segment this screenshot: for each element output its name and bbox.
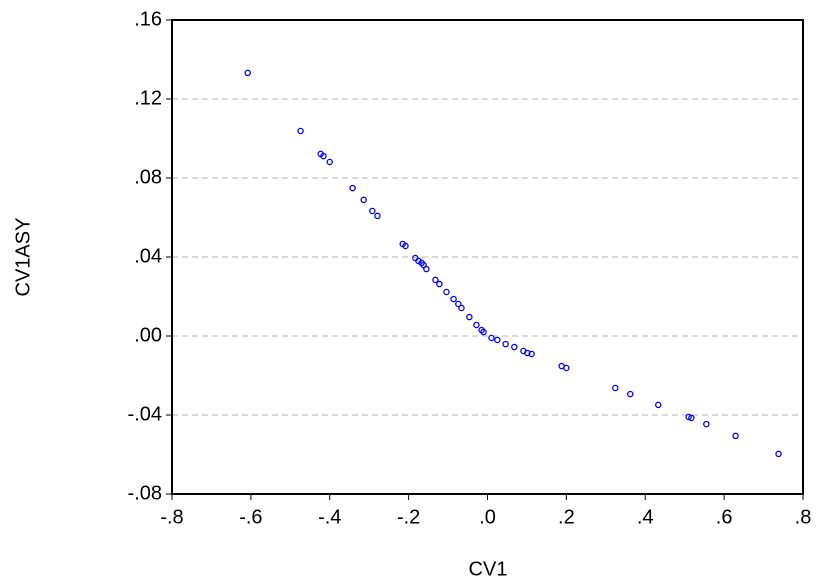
y-tick-label: .00 <box>134 324 162 346</box>
point <box>494 336 501 344</box>
x-axis-title: CV1 <box>469 558 508 580</box>
x-tick-label: -.4 <box>318 506 341 528</box>
point <box>432 276 439 284</box>
point <box>402 242 409 250</box>
y-tick-label: -.04 <box>128 403 162 425</box>
point <box>349 184 356 192</box>
point <box>524 349 531 357</box>
plot-frame <box>171 19 804 495</box>
x-tick-label: -.2 <box>397 506 420 528</box>
point <box>423 265 430 273</box>
y-tick-label: .04 <box>134 245 162 267</box>
point <box>488 334 495 342</box>
x-tick-label: -.8 <box>160 506 183 528</box>
point <box>369 207 376 215</box>
x-tick-label: -.6 <box>239 506 262 528</box>
point <box>703 420 710 428</box>
point <box>732 432 739 440</box>
y-tick-label: .08 <box>134 166 162 188</box>
point <box>455 300 462 308</box>
x-tick-label: .4 <box>637 506 654 528</box>
point <box>326 158 333 166</box>
point <box>480 328 487 336</box>
y-tick-label: .16 <box>134 8 162 30</box>
y-axis-title: CV1ASY <box>12 218 34 297</box>
x-tick-label: .6 <box>716 506 733 528</box>
point <box>374 212 381 220</box>
y-tick-label: .12 <box>134 87 162 109</box>
y-tick-label: -.08 <box>128 482 162 504</box>
point <box>775 450 782 458</box>
point <box>466 313 473 321</box>
point <box>563 364 570 372</box>
point <box>297 127 304 135</box>
point <box>320 152 327 160</box>
point <box>360 196 367 204</box>
x-tick-label: .0 <box>479 506 496 528</box>
point <box>655 401 662 409</box>
point <box>612 384 619 392</box>
point <box>627 390 634 398</box>
point <box>436 280 443 288</box>
point <box>511 343 518 351</box>
point <box>244 69 251 77</box>
point <box>502 340 509 348</box>
point <box>443 288 450 296</box>
x-tick-label: .2 <box>558 506 575 528</box>
point <box>458 304 465 312</box>
x-tick-label: .8 <box>795 506 812 528</box>
point <box>473 321 480 329</box>
point <box>528 350 535 358</box>
point <box>450 295 457 303</box>
point <box>688 414 695 422</box>
